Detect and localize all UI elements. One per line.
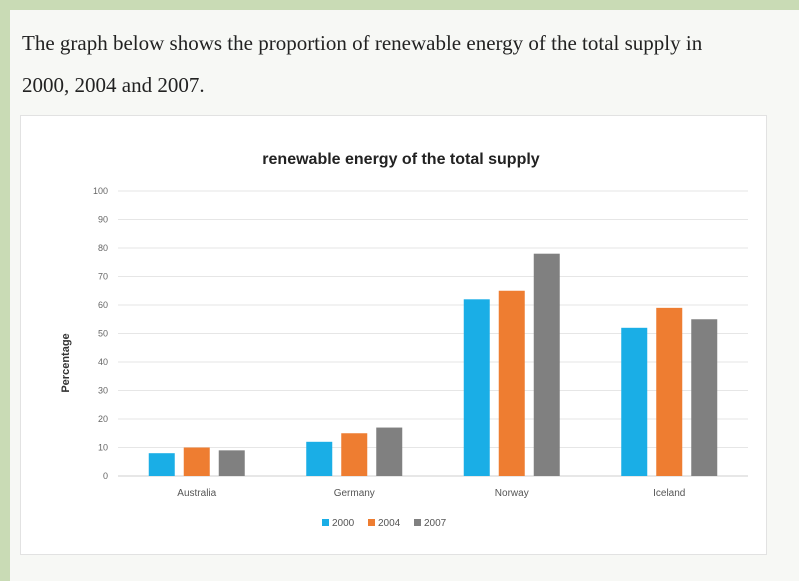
y-tick-label: 50 xyxy=(98,329,108,339)
gridlines xyxy=(118,190,748,477)
bar-norway-2000 xyxy=(463,299,490,476)
bar-germany-2007 xyxy=(376,427,403,476)
question-text-line-2: 2000, 2004 and 2007. xyxy=(22,73,205,97)
y-tick-label: 30 xyxy=(98,386,108,396)
bar-iceland-2004 xyxy=(656,307,683,476)
question-text: The graph below shows the proportion of … xyxy=(22,22,792,106)
bar-australia-2004 xyxy=(183,447,210,476)
legend-swatch xyxy=(368,519,375,526)
bar-iceland-2007 xyxy=(691,319,718,476)
legend: 2000 2004 2007 xyxy=(322,518,447,529)
x-tick-label: Norway xyxy=(495,488,529,499)
y-tick-label: 100 xyxy=(93,186,108,196)
legend-swatch xyxy=(414,519,421,526)
legend-swatch xyxy=(322,519,329,526)
bar-germany-2004 xyxy=(341,433,368,476)
y-tick-label: 20 xyxy=(98,414,108,424)
bar-iceland-2000 xyxy=(621,327,648,476)
x-tick-label: Australia xyxy=(177,488,216,499)
x-tick-label: Iceland xyxy=(653,488,685,499)
bar-chart: renewable energy of the total supply Per… xyxy=(60,151,748,529)
bar-norway-2004 xyxy=(498,290,525,476)
bars xyxy=(148,253,718,476)
y-tick-label: 70 xyxy=(98,272,108,282)
y-tick-label: 80 xyxy=(98,243,108,253)
y-tick-label: 40 xyxy=(98,357,108,367)
bar-germany-2000 xyxy=(306,441,333,476)
chart-container: renewable energy of the total supply Per… xyxy=(20,115,767,555)
legend-label: 2000 xyxy=(332,518,355,529)
y-tick-labels: 0 10 20 30 40 50 60 70 80 90 100 xyxy=(93,186,108,481)
y-tick-label: 10 xyxy=(98,443,108,453)
bar-australia-2007 xyxy=(218,450,245,476)
y-axis-label: Percentage xyxy=(60,333,72,392)
y-tick-label: 90 xyxy=(98,215,108,225)
question-text-line-1: The graph below shows the proportion of … xyxy=(22,31,703,55)
y-tick-label: 0 xyxy=(103,471,108,481)
y-tick-label: 60 xyxy=(98,300,108,310)
bar-australia-2000 xyxy=(148,453,175,476)
legend-label: 2007 xyxy=(424,518,447,529)
chart-title: renewable energy of the total supply xyxy=(262,151,539,168)
bar-norway-2007 xyxy=(533,253,560,476)
x-tick-labels: Australia Germany Norway Iceland xyxy=(177,488,685,499)
legend-label: 2004 xyxy=(378,518,401,529)
x-tick-label: Germany xyxy=(334,488,375,499)
